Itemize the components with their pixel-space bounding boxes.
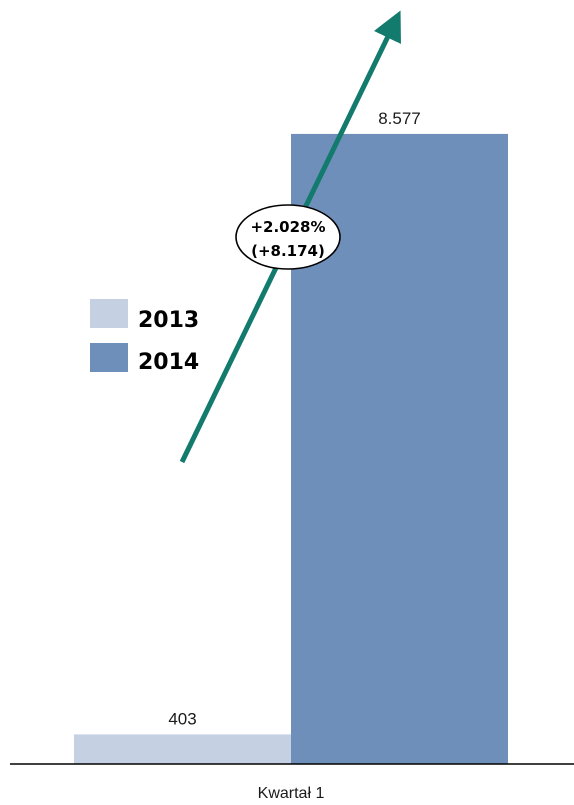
growth-annotation-ellipse [235,204,341,270]
legend-label-2014: 2014 [138,350,199,375]
growth-percent-label: +2.028% [250,218,325,236]
legend-swatch-2014 [90,343,128,372]
legend-label-2013: 2013 [138,308,199,333]
x-tick-label-kwartal-1: Kwartał 1 [258,785,325,802]
bar-2013-kwartal-1 [74,734,291,764]
growth-absolute-label: (+8.174) [251,242,325,260]
data-label-2014: 8.577 [378,109,421,128]
data-label-2013: 403 [168,709,196,728]
legend-swatch-2013 [90,299,128,328]
